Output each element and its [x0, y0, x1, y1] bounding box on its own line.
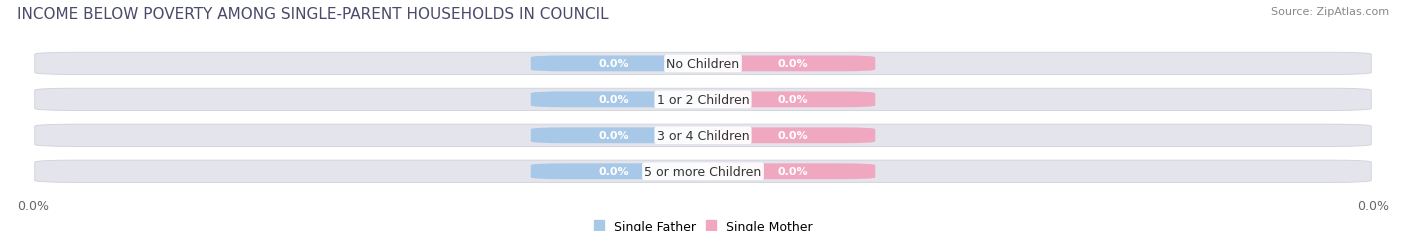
FancyBboxPatch shape — [531, 128, 696, 144]
Text: 0.0%: 0.0% — [1357, 200, 1389, 213]
Legend: Single Father, Single Mother: Single Father, Single Mother — [589, 215, 817, 231]
Text: INCOME BELOW POVERTY AMONG SINGLE-PARENT HOUSEHOLDS IN COUNCIL: INCOME BELOW POVERTY AMONG SINGLE-PARENT… — [17, 7, 609, 22]
Text: 1 or 2 Children: 1 or 2 Children — [657, 93, 749, 106]
Text: 5 or more Children: 5 or more Children — [644, 165, 762, 178]
Text: 0.0%: 0.0% — [598, 59, 628, 69]
Text: 3 or 4 Children: 3 or 4 Children — [657, 129, 749, 142]
Text: 0.0%: 0.0% — [778, 95, 808, 105]
Text: 0.0%: 0.0% — [598, 131, 628, 141]
Text: 0.0%: 0.0% — [778, 167, 808, 176]
Text: 0.0%: 0.0% — [598, 167, 628, 176]
Text: 0.0%: 0.0% — [598, 95, 628, 105]
FancyBboxPatch shape — [531, 56, 696, 72]
FancyBboxPatch shape — [710, 92, 875, 108]
FancyBboxPatch shape — [531, 92, 696, 108]
Text: 0.0%: 0.0% — [17, 200, 49, 213]
FancyBboxPatch shape — [531, 164, 696, 179]
Text: No Children: No Children — [666, 58, 740, 71]
FancyBboxPatch shape — [710, 128, 875, 144]
FancyBboxPatch shape — [35, 160, 1371, 183]
Text: 0.0%: 0.0% — [778, 59, 808, 69]
FancyBboxPatch shape — [35, 53, 1371, 75]
FancyBboxPatch shape — [35, 125, 1371, 147]
FancyBboxPatch shape — [710, 164, 875, 179]
FancyBboxPatch shape — [35, 89, 1371, 111]
Text: Source: ZipAtlas.com: Source: ZipAtlas.com — [1271, 7, 1389, 17]
FancyBboxPatch shape — [710, 56, 875, 72]
Text: 0.0%: 0.0% — [778, 131, 808, 141]
